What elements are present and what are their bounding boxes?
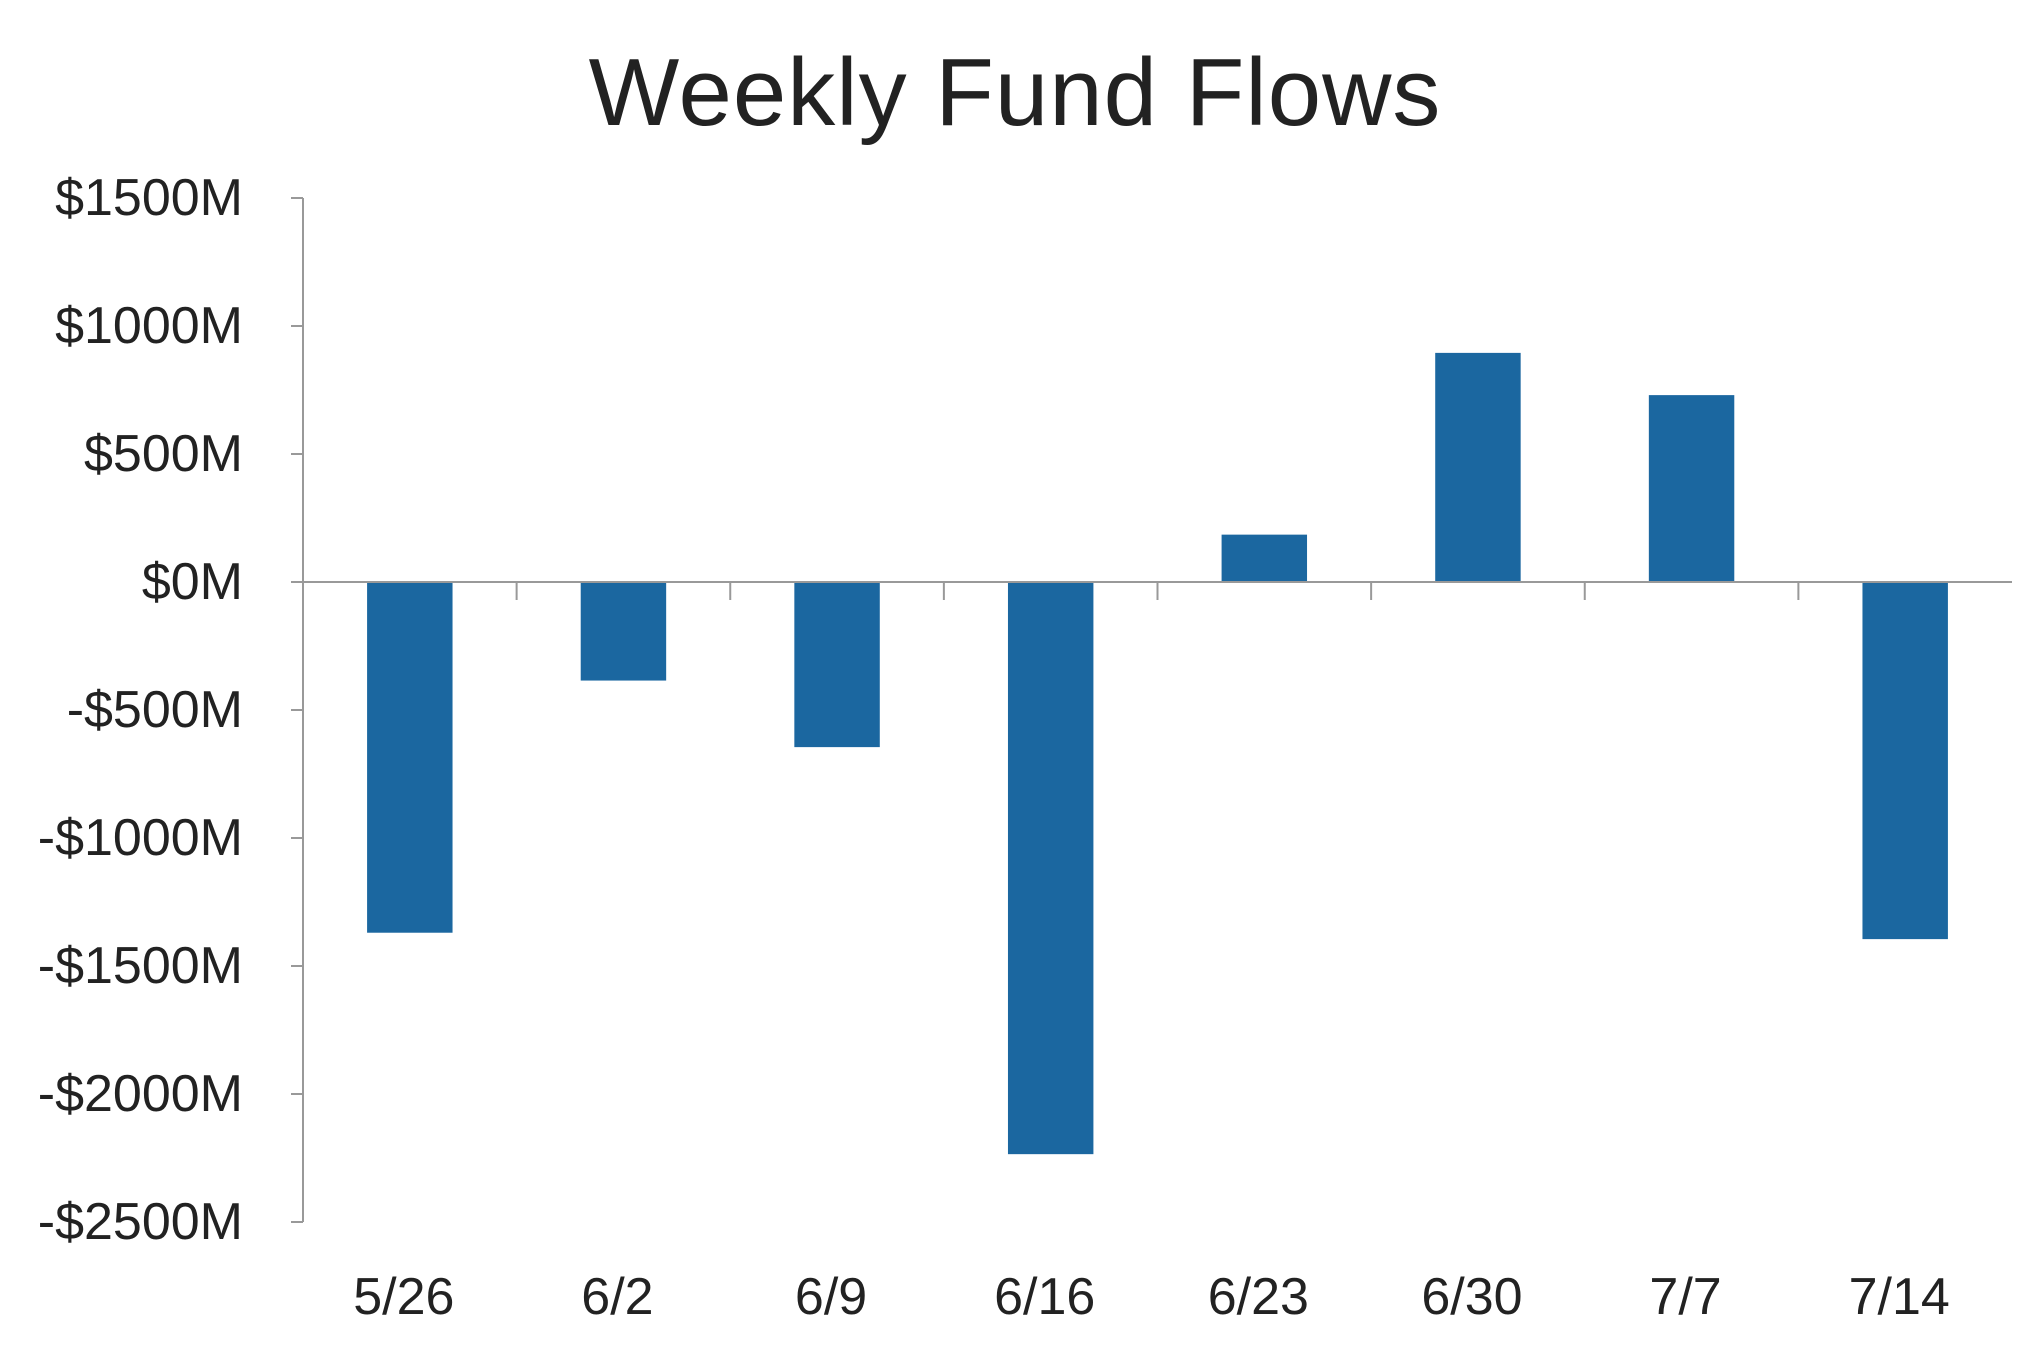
chart-title: Weekly Fund Flows [588, 39, 1442, 146]
y-tick-label: -$1500M [38, 937, 243, 995]
x-tick-label: 6/23 [1208, 1268, 1309, 1326]
x-tick-label: 5/26 [353, 1268, 454, 1326]
y-tick-label: -$500M [67, 681, 243, 739]
bars-layer [367, 352, 1948, 1155]
y-tick-label: $1500M [55, 169, 243, 227]
bar-7-7 [1648, 395, 1735, 582]
x-tick-label: 7/7 [1649, 1268, 1721, 1326]
y-tick-label: $1000M [55, 297, 243, 355]
y-tick-label: -$2500M [38, 1193, 243, 1251]
labels-layer: $1500M $1000M $500M $0M -$500M -$1000M -$1500M… [38, 169, 1950, 1326]
bar-6-23 [1221, 534, 1308, 582]
bar-6-2 [580, 582, 667, 681]
bar-6-16 [1007, 582, 1094, 1155]
x-tick-label: 6/2 [581, 1268, 653, 1326]
x-tick-label: 6/9 [795, 1268, 867, 1326]
bar-6-9 [794, 582, 880, 748]
x-tick-label: 7/14 [1849, 1268, 1950, 1326]
x-tick-label: 6/16 [994, 1268, 1095, 1326]
axes-layer [291, 197, 2012, 1223]
y-tick-label: -$1000M [38, 809, 243, 867]
bar-7-14 [1862, 582, 1948, 940]
bar-5-26 [367, 582, 453, 933]
y-tick-label: $0M [142, 553, 243, 611]
x-tick-label: 6/30 [1421, 1268, 1522, 1326]
y-tick-label: $500M [84, 425, 243, 483]
bar-6-30 [1435, 352, 1521, 582]
y-tick-label: -$2000M [38, 1065, 243, 1123]
